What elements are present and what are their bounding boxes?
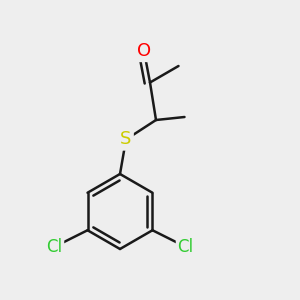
Text: Cl: Cl: [177, 238, 194, 256]
Text: O: O: [137, 42, 151, 60]
Text: S: S: [120, 130, 132, 148]
Text: Cl: Cl: [46, 238, 63, 256]
